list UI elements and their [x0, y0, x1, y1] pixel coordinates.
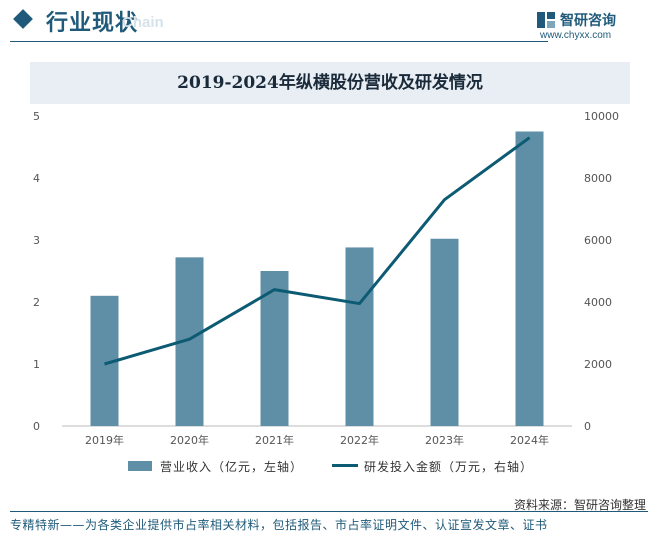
header: 行业现状 Chain 智研咨询 www.chyxx.com [0, 0, 658, 44]
brand-logo-icon [537, 12, 555, 28]
section-title: 行业现状 [46, 11, 139, 36]
x-tick-label: 2021年 [255, 433, 294, 447]
right-tick-label: 4000 [584, 296, 612, 309]
brand: 智研咨询 www.chyxx.com [536, 8, 646, 44]
legend-swatch-bar [128, 461, 152, 471]
header-divider [10, 41, 548, 42]
right-tick-label: 6000 [584, 234, 612, 247]
left-tick-label: 0 [33, 420, 40, 433]
right-tick-label: 2000 [584, 358, 612, 371]
footer-text: 专精特新——为各类企业提供市占率相关材料，包括报告、市占率证明文件、认证宣发文章… [10, 518, 548, 532]
brand-name: 智研咨询 [560, 13, 616, 29]
footer-divider [10, 511, 648, 512]
x-tick-label: 2024年 [510, 433, 549, 447]
ghost-text: Chain [122, 14, 164, 31]
x-tick-label: 2020年 [170, 433, 209, 447]
bar-series [90, 131, 544, 426]
right-tick-label: 10000 [584, 110, 619, 123]
source-note: 资料来源：智研咨询整理 [513, 498, 646, 512]
legend: 营业收入（亿元，左轴） 研发投入金额（万元，右轴） [0, 456, 658, 476]
left-tick-label: 3 [33, 234, 40, 247]
x-tick-label: 2019年 [85, 433, 124, 447]
bar [430, 238, 459, 426]
legend-swatch-line [332, 464, 358, 467]
brand-url: www.chyxx.com [540, 30, 612, 41]
left-tick-label: 4 [33, 172, 40, 185]
left-tick-label: 1 [33, 358, 40, 371]
bar [260, 271, 289, 426]
bar [515, 131, 544, 426]
chart-title: 2019-2024年纵横股份营收及研发情况 [177, 73, 483, 93]
diamond-icon [13, 9, 33, 29]
x-axis-labels: 2019年 2020年 2021年 2022年 2023年 2024年 [85, 433, 549, 447]
bar [345, 247, 374, 426]
legend-label-rd: 研发投入金额（万元，右轴） [364, 460, 534, 474]
right-tick-label: 8000 [584, 172, 612, 185]
chart-title-band: 2019-2024年纵横股份营收及研发情况 [30, 62, 630, 104]
right-tick-label: 0 [584, 420, 591, 433]
left-tick-label: 2 [33, 296, 40, 309]
line-series [104, 136, 531, 366]
x-tick-label: 2023年 [425, 433, 464, 447]
left-tick-label: 5 [33, 110, 40, 123]
left-axis: 0 1 2 3 4 5 [33, 110, 40, 433]
right-axis: 0 2000 4000 6000 8000 10000 [584, 110, 619, 433]
x-tick-label: 2022年 [340, 433, 379, 447]
chart: 0 1 2 3 4 5 0 2000 4000 6000 8000 10000 2019年 2020年… [33, 110, 619, 447]
legend-label-revenue: 营业收入（亿元，左轴） [160, 460, 304, 474]
